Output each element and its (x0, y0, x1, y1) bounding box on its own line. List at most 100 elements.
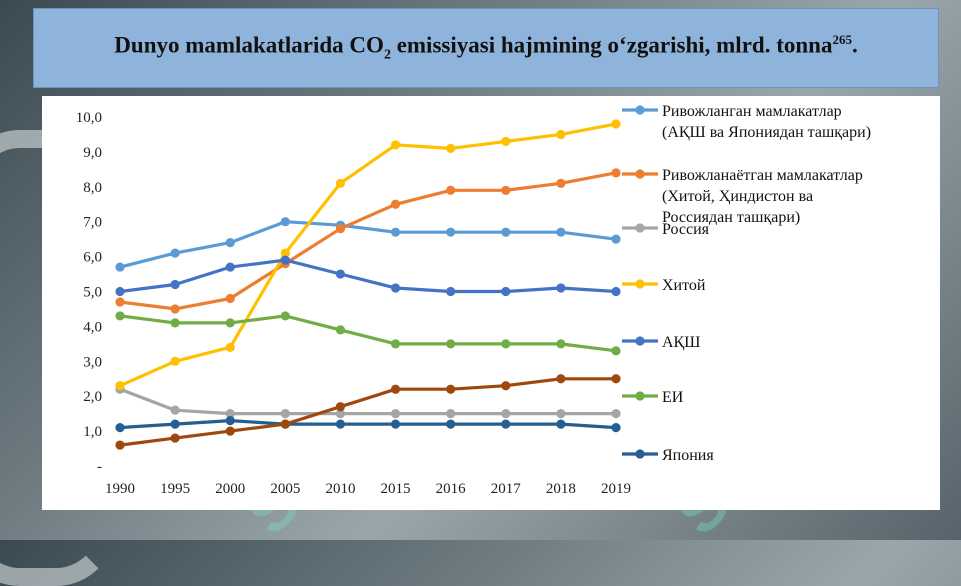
legend-swatch-marker (635, 105, 645, 115)
data-point (170, 433, 180, 443)
data-point (446, 286, 456, 297)
title-end: . (851, 33, 858, 59)
data-point (501, 381, 511, 391)
data-point (225, 409, 235, 419)
title-banner: Dunyo mamlakatlarida CO2 emissiyasi hajm… (33, 8, 939, 88)
data-point (446, 419, 456, 429)
data-point (556, 409, 566, 419)
data-point (556, 178, 566, 188)
series-line (119, 171, 617, 311)
data-point (501, 419, 511, 429)
line-chart: - 1,0 2,0 3,0 4,0 5,0 6,0 7,0 8,0 9,0 10,0 1990 1995… (76, 103, 871, 497)
data-point (390, 419, 401, 429)
data-point (390, 409, 401, 419)
data-point (225, 342, 235, 352)
data-point (611, 168, 621, 178)
data-point (335, 269, 346, 279)
legend-swatch-marker (635, 279, 645, 289)
data-point (446, 409, 456, 419)
data-point (556, 419, 566, 429)
data-point (280, 419, 290, 429)
data-point (446, 227, 456, 237)
x-tick-label: 2016 (436, 481, 467, 497)
data-point (225, 416, 235, 426)
legend-swatch-marker (635, 336, 645, 346)
y-tick-label: 8,0 (83, 180, 102, 196)
data-point (115, 262, 125, 272)
series-line (119, 314, 617, 353)
data-point (446, 185, 456, 195)
data-point (390, 384, 401, 394)
data-point (390, 227, 401, 237)
x-tick-label: 2015 (381, 481, 411, 497)
data-point (225, 238, 235, 248)
data-point (280, 217, 290, 227)
x-tick-label: 2019 (601, 481, 631, 497)
data-point (335, 325, 346, 335)
data-point (556, 227, 566, 237)
y-tick-label: 4,0 (83, 319, 102, 335)
data-point (556, 339, 566, 349)
data-point (225, 293, 235, 304)
series-line (119, 387, 616, 416)
data-point (170, 419, 180, 429)
legend-label: ЕИ (662, 389, 684, 406)
y-tick-label: 10,0 (76, 110, 102, 126)
data-point (115, 423, 125, 433)
y-tick-label: 5,0 (83, 285, 102, 301)
data-point (446, 339, 456, 349)
data-point (335, 224, 346, 234)
data-point (115, 440, 125, 450)
data-point (611, 374, 621, 384)
x-tick-label: 2000 (215, 481, 245, 497)
data-point (611, 119, 621, 129)
x-tick-label: 2018 (546, 481, 576, 497)
title-subscript: 2 (383, 47, 391, 63)
x-tick-label: 1990 (105, 481, 135, 497)
data-point (115, 381, 125, 391)
data-point (556, 129, 566, 140)
data-point (280, 409, 290, 419)
series-line (119, 220, 617, 269)
legend-swatch-marker (635, 169, 645, 179)
legend-label: Ривожланаётган мамлакатлар (Хитой, Ҳиндис… (662, 167, 863, 226)
data-point (225, 262, 235, 272)
data-point (170, 279, 180, 290)
y-tick-label: 9,0 (83, 145, 102, 161)
series-line (119, 258, 617, 294)
title-prefix: Dunyo mamlakatlarida CO (114, 33, 384, 59)
data-point (335, 178, 346, 188)
y-tick-label: 3,0 (83, 354, 102, 370)
data-point (390, 283, 401, 293)
data-point (390, 339, 401, 349)
data-point (501, 286, 511, 297)
data-point (556, 283, 566, 293)
data-point (390, 199, 401, 209)
data-point (611, 346, 621, 356)
data-point (170, 304, 180, 314)
legend-label: Ривожланган мамлакатлар (АҚШ ва Япониядан… (662, 103, 871, 141)
series-line (119, 122, 617, 388)
data-point (115, 311, 125, 321)
data-point (115, 286, 125, 297)
data-point (501, 227, 511, 237)
data-point (170, 318, 180, 328)
x-tick-label: 2010 (325, 481, 355, 497)
data-point (611, 409, 621, 419)
x-tick-label: 2017 (491, 481, 522, 497)
y-tick-label: 6,0 (83, 250, 102, 266)
data-point (280, 255, 290, 265)
legend-swatch-marker (635, 391, 645, 401)
legend-swatch-marker (635, 223, 645, 233)
data-point (335, 402, 346, 412)
data-point (611, 423, 621, 433)
series-line (119, 377, 616, 447)
x-tick-label: 1995 (160, 481, 190, 497)
data-point (335, 409, 346, 419)
data-point (501, 185, 511, 195)
data-point (170, 248, 180, 258)
x-tick-label: 2005 (270, 481, 300, 497)
data-point (170, 356, 180, 366)
legend-label: Хитой (662, 277, 706, 294)
page-title: Dunyo mamlakatlarida CO2 emissiyasi hajm… (54, 23, 917, 72)
